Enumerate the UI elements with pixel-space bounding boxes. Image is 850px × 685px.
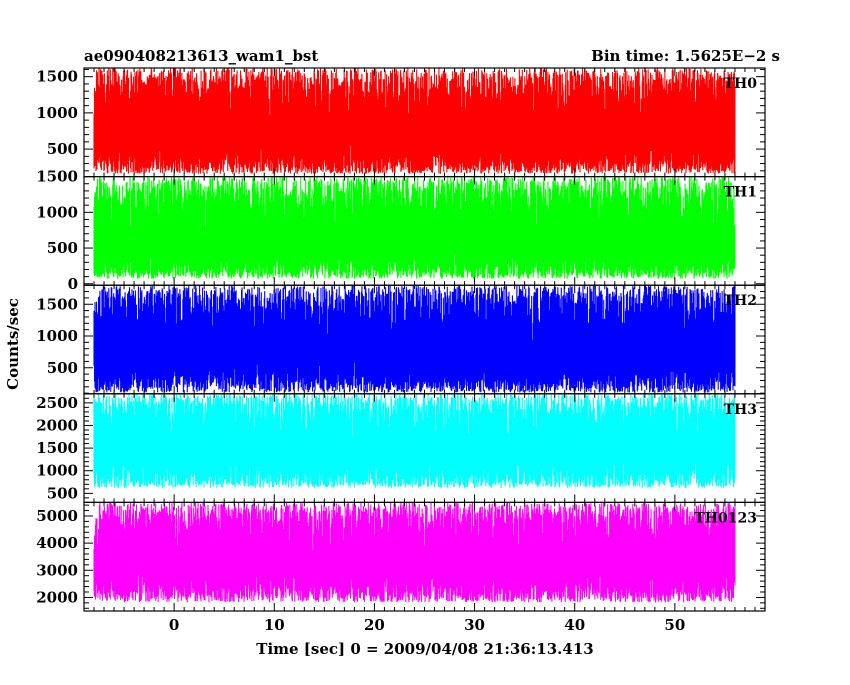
y-tick-label: 1000: [36, 203, 78, 221]
y-tick-label: 1500: [36, 295, 78, 313]
header-bin-time: Bin time: 1.5625E−2 s: [591, 47, 780, 65]
panel-th0: 500 1000 1500 TH0: [36, 67, 766, 178]
y-tick-label: 3000: [36, 561, 78, 579]
y-tick-label: 1000: [36, 104, 78, 122]
y-tick-label: 2000: [36, 416, 78, 434]
panel-label-th3: TH3: [724, 402, 757, 418]
panel-label-th2: TH2: [724, 293, 757, 309]
y-tick-label: 5000: [36, 507, 78, 525]
y-tick-label: 500: [47, 359, 78, 377]
y-axis-title: Counts/sec: [4, 298, 22, 390]
y-tick-label: 1500: [36, 168, 78, 186]
y-tick-label: 500: [47, 140, 78, 158]
x-axis-title: Time [sec] 0 = 2009/04/08 21:36:13.413: [256, 640, 593, 658]
y-tick-label: 1500: [36, 68, 78, 86]
y-tick-label: 1000: [36, 327, 78, 345]
x-tick-label: 0: [169, 616, 179, 634]
y-tick-label: 1500: [36, 439, 78, 457]
x-tick-label: 30: [464, 616, 485, 634]
panel-th0123: 2000 3000 4000 5000 TH0123 0 10 20 30 40 50: [36, 501, 766, 634]
y-tick-label: 4000: [36, 534, 78, 552]
panel-label-th0123: TH0123: [694, 510, 757, 526]
y-tick-label: 500: [47, 239, 78, 257]
panel-label-th0: TH0: [724, 76, 758, 92]
x-tick-label: 20: [364, 616, 385, 634]
series-th0123: [93, 502, 736, 603]
panel-label-th1: TH1: [724, 185, 757, 201]
x-tick-label: 10: [264, 616, 285, 634]
y-tick-label: 0: [68, 275, 78, 293]
y-tick-label: 1000: [36, 462, 78, 480]
panel-th2: 500 1000 1500 TH2: [36, 284, 766, 395]
header-title: ae090408213613_wam1_bst: [84, 47, 318, 65]
y-tick-label: 500: [47, 484, 78, 502]
x-tick-label: 40: [564, 616, 585, 634]
panel-th1: 0 500 1000 1500 TH1: [36, 168, 766, 293]
y-tick-label: 2500: [36, 394, 78, 412]
series-th2: [93, 285, 736, 393]
panel-th3: 500 1000 1500 2000 2500 TH3: [36, 393, 766, 503]
series-th3: [93, 393, 736, 488]
y-tick-label: 2000: [36, 588, 78, 606]
x-tick-label: 50: [664, 616, 685, 634]
series-th1: [93, 176, 736, 279]
series-th0: [93, 68, 736, 174]
